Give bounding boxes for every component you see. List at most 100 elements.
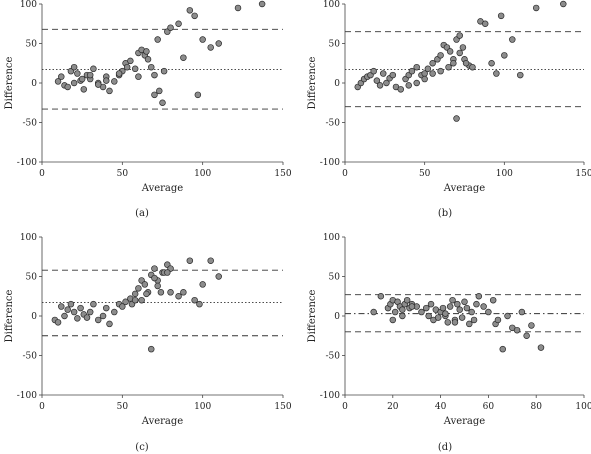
y-tick-label: -100 [17,391,37,401]
y-axis-title: Difference [307,56,318,109]
data-point [497,12,505,20]
data-point [154,282,161,290]
x-tick-label: 100 [496,169,513,179]
y-tick-label: 50 [329,273,341,283]
data-point [175,293,182,300]
data-point [70,308,78,316]
data-point [462,59,470,67]
x-tick-label: 40 [435,402,447,412]
data-point [418,308,425,316]
data-point [135,285,142,292]
data-point [458,314,466,321]
y-tick-label: -50 [326,119,341,129]
data-point [215,273,222,280]
data-point [485,308,492,316]
x-axis-title: Average [141,183,184,194]
data-point [258,0,266,8]
data-point [151,91,158,99]
data-point [456,306,463,313]
data-point [424,65,432,73]
data-point [167,289,174,296]
data-point [494,316,502,324]
x-tick-label: 0 [39,169,45,179]
data-point [437,67,444,75]
data-point [191,12,198,20]
data-point [427,300,435,308]
data-point [58,303,65,310]
data-point [517,71,524,79]
data-point [399,306,406,313]
data-point [370,67,377,75]
data-point [94,81,102,88]
x-tick-label: 20 [387,402,399,412]
data-point [64,83,71,91]
data-point [148,345,155,353]
data-point [528,322,535,329]
panel-label: (a) [135,208,149,219]
data-point [444,319,452,326]
data-point [194,91,202,99]
data-point [408,67,416,75]
data-point [399,312,406,320]
data-point [379,70,387,77]
data-point [215,40,222,47]
x-tick-label: 100 [575,402,591,412]
data-point [151,71,158,79]
data-point [446,48,454,55]
data-point [450,59,457,67]
y-tick-label: 100 [323,0,340,10]
data-point [470,316,478,324]
data-point [459,44,467,51]
data-point [90,300,97,308]
panel-label: (d) [438,442,452,453]
y-tick-label: 100 [20,233,37,243]
data-point [373,77,381,84]
x-tick-label: 150 [575,169,591,179]
data-point [180,54,187,61]
data-point [389,316,397,324]
panel-d: -100 -50 0 50 100 0 20 40 60 80 100 Average Differen… [307,233,591,453]
y-tick-label: 0 [31,312,37,322]
data-point [481,20,489,28]
x-tick-label: 0 [342,169,348,179]
data-point [466,320,473,328]
y-tick-label: -50 [23,119,38,129]
data-point [143,290,150,298]
data-point [58,73,65,80]
data-point [560,0,567,8]
data-point [135,73,142,80]
data-point [106,320,113,328]
panel-b: -100 -50 0 50 100 0 50 100 150 Average Difference (… [307,0,591,219]
data-point [389,71,397,79]
data-point [451,319,459,326]
data-point [123,63,131,71]
data-point [370,308,377,316]
data-point [429,59,436,67]
data-point [493,70,500,77]
x-axis-title: Average [443,416,486,427]
data-point [106,87,113,95]
data-point [509,36,516,43]
data-point [156,87,163,95]
data-point [456,32,463,39]
data-point [461,298,468,306]
data-point [131,296,139,304]
panel-c: -100 -50 0 50 100 0 50 100 150 Average Difference (… [4,233,292,453]
data-point [186,7,194,14]
data-point [94,316,102,324]
data-point [463,304,471,312]
data-point [86,308,94,316]
x-tick-label: 0 [39,402,45,412]
data-point [127,57,134,65]
x-tick-label: 60 [483,402,495,412]
data-point [480,303,487,310]
data-point [473,300,480,308]
data-point [83,314,91,321]
data-point [408,303,416,310]
x-tick-label: 150 [274,169,291,179]
y-tick-label: 0 [334,79,340,89]
data-point [148,63,155,71]
data-point [138,296,145,304]
x-tick-label: 50 [117,169,129,179]
